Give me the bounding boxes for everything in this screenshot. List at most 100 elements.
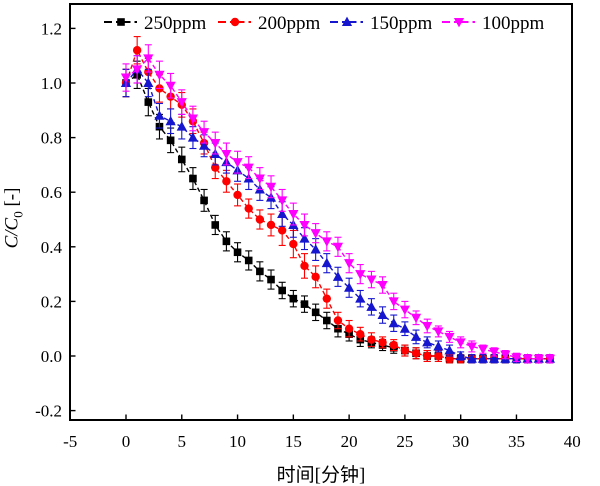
- triangle-up-marker: [310, 244, 321, 254]
- square-marker: [300, 300, 309, 308]
- triangle-up-marker: [165, 115, 176, 126]
- y-axis-label: C/C0 [-]: [2, 188, 27, 249]
- triangle-down-marker: [299, 220, 310, 231]
- triangle-down-marker: [221, 149, 232, 160]
- triangle-up-marker: [154, 110, 165, 120]
- triangle-up-marker: [321, 257, 332, 268]
- triangle-down-marker: [388, 297, 399, 307]
- triangle-down-marker: [332, 242, 344, 253]
- triangle-up-marker: [399, 323, 410, 333]
- circle-marker: [389, 340, 398, 350]
- triangle-up-marker: [299, 233, 310, 243]
- legend-item-250ppm: 250ppm: [104, 13, 207, 34]
- circle-marker: [289, 239, 298, 249]
- legend-item-200ppm: 200ppm: [218, 13, 321, 34]
- triangle-down-marker: [277, 196, 288, 206]
- x-axis: -5 0 5 10 15 20 25 30 35 40: [63, 414, 581, 451]
- triangle-down-marker: [500, 350, 511, 361]
- x-tick-label: 30: [452, 432, 469, 451]
- triangle-down-marker: [377, 281, 388, 291]
- triangle-up-marker: [422, 336, 433, 347]
- triangle-down-marker: [120, 73, 132, 83]
- series-100ppm: [120, 44, 556, 365]
- x-tick-label: 40: [564, 432, 581, 451]
- circle-marker: [266, 220, 276, 230]
- triangle-down-marker: [254, 174, 265, 184]
- y-axis-label-sub: 0: [10, 211, 26, 218]
- triangle-down-marker: [210, 139, 221, 149]
- square-marker: [200, 196, 208, 205]
- triangle-up-marker: [377, 309, 388, 320]
- triangle-up-marker: [455, 350, 466, 360]
- legend-label: 100ppm: [482, 13, 545, 34]
- triangle-down-marker: [489, 347, 500, 358]
- y-axis: -0.2 0.0 0.2 0.4 0.6 0.8 1.0 1.2: [35, 19, 76, 421]
- circle-legend-marker: [230, 17, 240, 27]
- circle-marker: [344, 324, 354, 333]
- triangle-up-marker: [176, 121, 187, 131]
- triangle-down-marker: [143, 54, 154, 64]
- triangle-up-marker: [198, 140, 210, 150]
- x-tick-label: 25: [396, 432, 413, 451]
- triangle-down-marker: [433, 327, 444, 337]
- circle-marker: [356, 329, 365, 339]
- square-marker: [244, 256, 253, 265]
- y-tick-label: -0.2: [35, 402, 62, 421]
- circle-marker: [244, 204, 253, 213]
- triangle-down-marker: [187, 114, 199, 124]
- triangle-down-marker: [399, 305, 410, 315]
- legend-label: 250ppm: [144, 13, 207, 34]
- triangle-down-marker: [522, 354, 533, 365]
- x-tick-label: 10: [229, 432, 246, 451]
- triangle-up-marker: [388, 317, 399, 328]
- triangle-down-marker: [310, 229, 321, 239]
- circle-marker: [322, 294, 332, 303]
- square-marker: [177, 155, 186, 164]
- triangle-up-marker: [355, 293, 366, 303]
- y-tick-label: 1.0: [41, 74, 62, 93]
- legend-item-100ppm: 100ppm: [442, 13, 545, 34]
- x-tick-label: -5: [63, 432, 77, 451]
- circle-marker: [277, 226, 287, 235]
- y-axis-label-main: C/C: [1, 217, 23, 249]
- square-marker: [222, 237, 231, 246]
- triangle-down-legend-marker: [453, 18, 465, 28]
- triangle-down-marker: [265, 182, 277, 193]
- triangle-up-marker: [489, 353, 500, 363]
- circle-marker: [211, 163, 220, 172]
- y-tick-label: 0.2: [41, 292, 62, 311]
- legend-label: 200ppm: [258, 13, 321, 34]
- triangle-up-marker: [187, 132, 199, 142]
- triangle-up-marker: [466, 353, 477, 363]
- circle-marker: [367, 335, 376, 344]
- square-marker: [189, 174, 197, 183]
- square-marker: [166, 136, 175, 145]
- square-marker: [144, 98, 153, 106]
- triangle-up-marker: [444, 345, 455, 355]
- circle-marker: [400, 346, 410, 355]
- plot-border: [69, 3, 573, 421]
- triangle-down-marker: [544, 354, 556, 365]
- triangle-down-marker: [154, 70, 165, 81]
- y-axis-label-unit: [-]: [1, 187, 23, 212]
- triangle-down-marker: [422, 321, 433, 332]
- triangle-up-marker: [433, 341, 444, 351]
- triangle-down-marker: [344, 259, 355, 269]
- triangle-down-marker: [198, 128, 210, 138]
- circle-marker: [378, 338, 387, 347]
- legend: 250ppm 200ppm 150ppm 100ppm: [104, 13, 545, 34]
- circle-marker: [311, 272, 320, 282]
- circle-marker: [222, 177, 231, 186]
- square-legend-marker: [117, 18, 125, 26]
- triangle-down-marker: [132, 65, 143, 75]
- y-tick-label: 0.4: [41, 238, 63, 257]
- y-tick-label: 1.2: [41, 19, 62, 38]
- triangle-down-marker: [533, 354, 544, 365]
- x-tick-label: 0: [122, 432, 131, 451]
- circle-marker: [445, 354, 454, 363]
- circle-marker: [255, 215, 265, 224]
- square-marker: [256, 267, 264, 276]
- square-marker: [211, 221, 220, 229]
- square-marker: [278, 286, 286, 295]
- legend-label: 150ppm: [370, 13, 433, 34]
